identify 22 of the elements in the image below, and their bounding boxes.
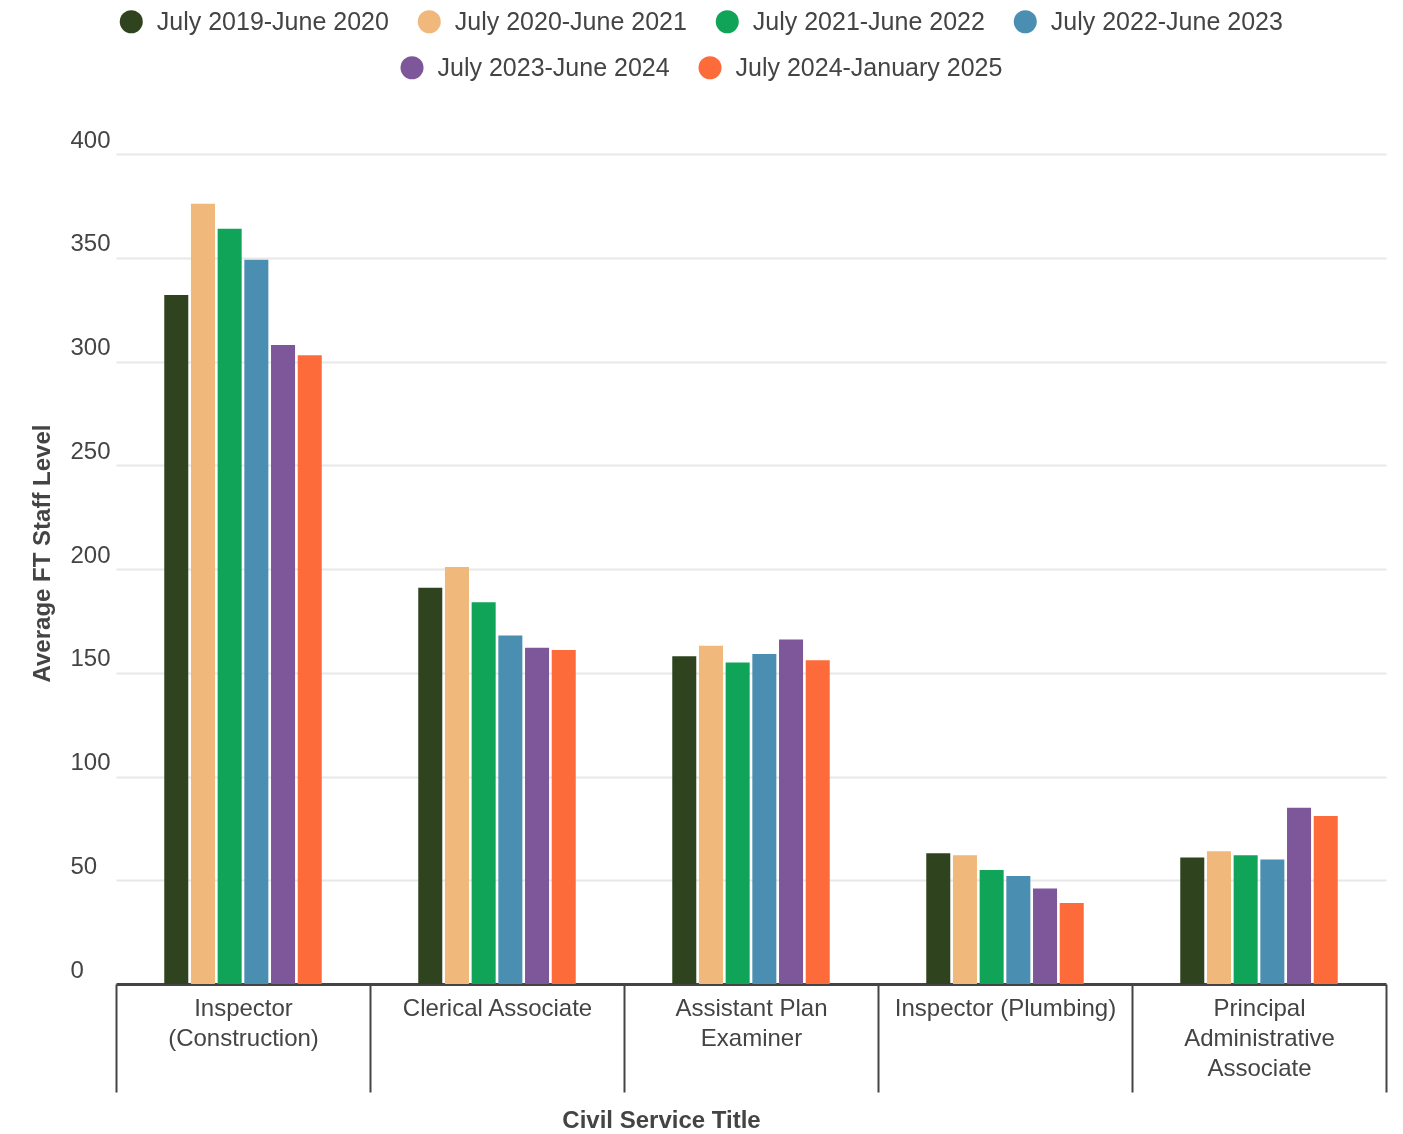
y-tick-label: 0: [70, 955, 84, 983]
y-tick-label: 300: [70, 333, 111, 360]
y-tick-label: 400: [70, 125, 111, 153]
x-tick-label: Inspector (Plumbing): [894, 993, 1117, 1021]
legend-label: July 2021-June 2022: [752, 6, 985, 35]
x-tick-label: Principal Administrative Associate: [1184, 993, 1335, 1081]
legend-label: July 2023-June 2024: [437, 52, 670, 81]
x-tick-label: Inspector (Construction): [168, 993, 319, 1051]
legend-label: July 2020-June 2021: [454, 6, 687, 35]
y-tick-label: 50: [70, 851, 98, 879]
y-axis-title: Average FT Staff Level: [27, 424, 55, 683]
y-tick-label: 350: [70, 229, 111, 257]
y-tick-label: 150: [70, 644, 111, 672]
y-tick-label: 200: [70, 540, 111, 568]
y-tick-label: 250: [70, 436, 111, 464]
x-axis-title: Civil Service Title: [562, 1105, 761, 1133]
y-tick-label: 100: [70, 748, 111, 775]
x-tick-label: Assistant Plan Examiner: [675, 993, 828, 1051]
legend-label: July 2019-June 2020: [156, 6, 389, 35]
legend-label: July 2022-June 2023: [1050, 6, 1283, 35]
x-tick-label: Clerical Associate: [402, 993, 593, 1021]
legend-label: July 2024-January 2025: [735, 52, 1003, 81]
